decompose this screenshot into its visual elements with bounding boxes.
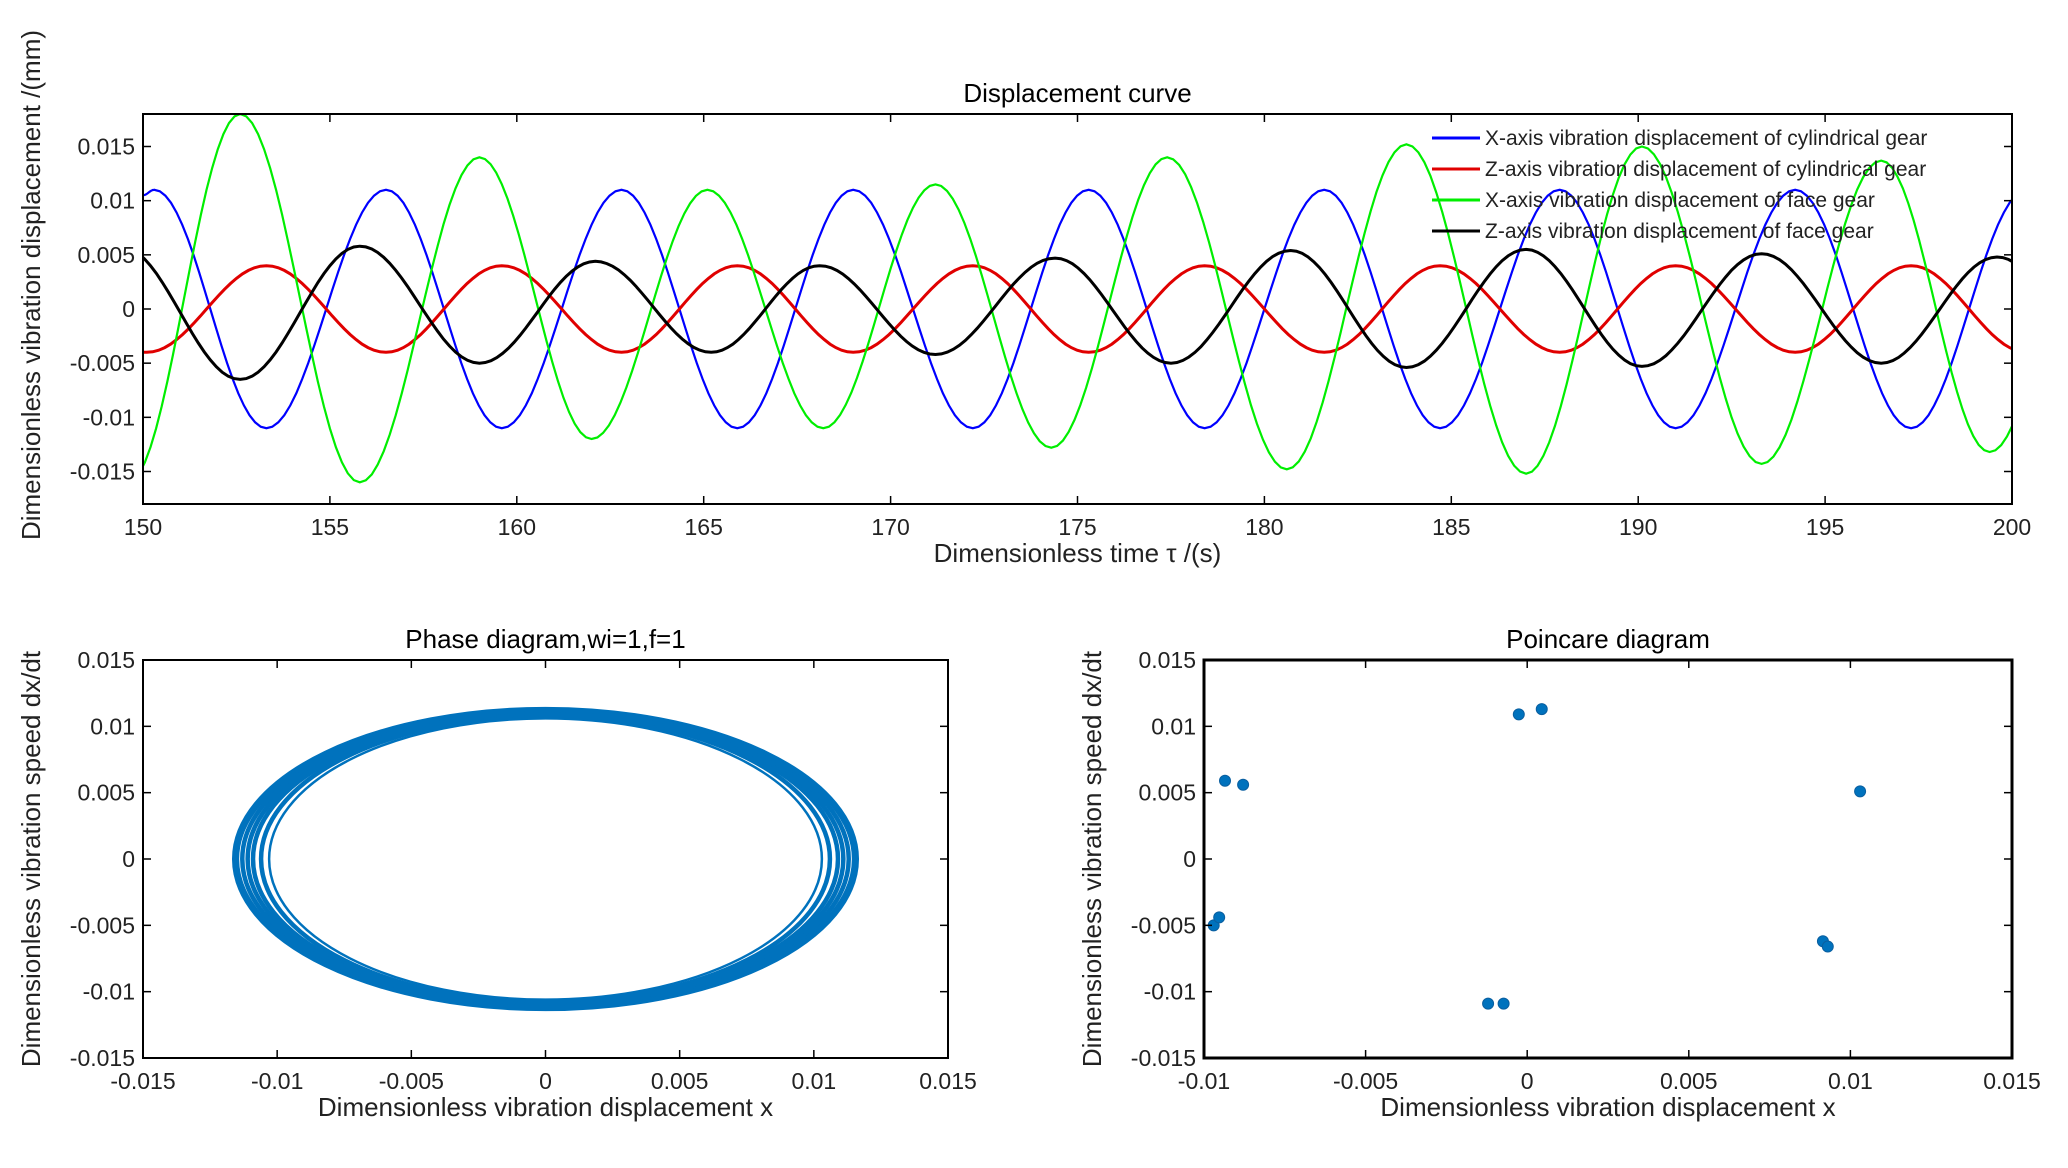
series-line-1 [143, 264, 2012, 354]
x-tick-label: 190 [1619, 514, 1657, 540]
x-axis-label: Dimensionless time τ /(s) [934, 538, 1222, 568]
y-tick-label: -0.005 [70, 912, 135, 938]
legend-label: Z-axis vibration displacement of face ge… [1485, 220, 1874, 243]
poincare-point [1219, 774, 1232, 787]
series-line-2 [143, 114, 2012, 484]
x-tick-label: 0.005 [651, 1068, 709, 1094]
legend: X-axis vibration displacement of cylindr… [1432, 127, 1927, 243]
plot-1: Phase diagram,wi=1,f=1 Dimensionless vibr… [16, 624, 977, 1122]
poincare-point [1854, 785, 1867, 798]
legend-label: X-axis vibration displacement of face ge… [1485, 189, 1875, 212]
x-tick-label: -0.005 [379, 1068, 444, 1094]
chart-title: Phase diagram,wi=1,f=1 [405, 624, 685, 654]
x-tick-label: 0.005 [1660, 1068, 1718, 1094]
x-axis-label: Dimensionless vibration displacement x [1380, 1092, 1835, 1122]
y-tick-label: 0 [122, 846, 135, 872]
y-tick-label: 0.005 [77, 780, 135, 806]
y-axis-label: Dimensionless vibration speed dx/dt [1077, 650, 1107, 1067]
y-tick-label: -0.01 [83, 404, 135, 430]
poincare-point [1482, 997, 1495, 1010]
poincare-point [1237, 778, 1250, 791]
chart-title: Displacement curve [963, 78, 1191, 108]
phase-orbit [231, 706, 860, 1012]
x-tick-label: 0.01 [791, 1068, 836, 1094]
y-tick-label: -0.015 [70, 459, 135, 485]
x-tick-label: 180 [1245, 514, 1283, 540]
x-tick-label: 200 [1993, 514, 2031, 540]
x-tick-label: 160 [498, 514, 536, 540]
y-tick-label: 0.015 [77, 647, 135, 673]
plot-2: Poincare diagram Dimensionless vibration … [1077, 624, 2041, 1122]
y-tick-label: -0.015 [1131, 1045, 1196, 1071]
y-tick-label: -0.005 [70, 350, 135, 376]
phase-orbit [258, 713, 833, 1005]
y-tick-label: -0.005 [1131, 912, 1196, 938]
y-axis-label: Dimensionless vibration speed dx/dt [16, 650, 46, 1067]
x-tick-label: -0.01 [251, 1068, 303, 1094]
x-axis-label: Dimensionless vibration displacement x [318, 1092, 773, 1122]
x-tick-label: 155 [311, 514, 349, 540]
x-tick-label: 0.01 [1828, 1068, 1873, 1094]
legend-label: X-axis vibration displacement of cylindr… [1485, 127, 1927, 150]
axes-frame [142, 659, 949, 1059]
y-axis-label: Dimensionless vibration displacement /(m… [16, 30, 46, 540]
phase-orbit [245, 710, 846, 1008]
x-tick-label: 0.015 [1983, 1068, 2041, 1094]
poincare-point [1213, 911, 1226, 924]
x-tick-label: 195 [1806, 514, 1844, 540]
data-layer [1207, 703, 1867, 1010]
y-tick-label: 0.01 [90, 188, 135, 214]
x-tick-label: 150 [124, 514, 162, 540]
y-tick-label: 0.005 [1138, 780, 1196, 806]
axes-frame [1202, 658, 2014, 1060]
poincare-point [1821, 940, 1834, 953]
legend-label: Z-axis vibration displacement of cylindr… [1485, 158, 1926, 181]
x-tick-label: 0 [1521, 1068, 1534, 1094]
phase-orbit [250, 712, 841, 1006]
poincare-point [1497, 997, 1510, 1010]
series-line-3 [143, 244, 2012, 381]
phase-orbit [267, 717, 824, 1001]
plot-0: Displacement curve Dimensionless time τ /… [16, 30, 2031, 568]
y-tick-label: 0.01 [90, 713, 135, 739]
x-tick-label: 175 [1058, 514, 1096, 540]
data-layer [231, 706, 860, 1012]
y-tick-label: -0.015 [70, 1045, 135, 1071]
axes-frame [142, 113, 2013, 505]
poincare-point [1512, 708, 1525, 721]
x-tick-label: -0.005 [1333, 1068, 1398, 1094]
x-tick-label: -0.015 [110, 1068, 175, 1094]
x-tick-label: 185 [1432, 514, 1470, 540]
phase-orbit [234, 708, 857, 1010]
x-tick-label: 0.015 [919, 1068, 977, 1094]
y-tick-label: 0 [1183, 846, 1196, 872]
y-tick-label: 0.015 [1138, 647, 1196, 673]
x-tick-label: -0.01 [1178, 1068, 1230, 1094]
phase-orbit [240, 709, 851, 1009]
y-tick-label: -0.01 [1144, 979, 1196, 1005]
y-tick-label: 0.015 [77, 134, 135, 160]
x-tick-label: 165 [685, 514, 723, 540]
y-tick-label: 0 [122, 296, 135, 322]
x-tick-label: 170 [871, 514, 909, 540]
y-tick-label: 0.005 [77, 242, 135, 268]
data-layer [143, 114, 2012, 484]
poincare-point [1535, 703, 1548, 716]
y-tick-label: 0.01 [1151, 713, 1196, 739]
y-tick-label: -0.01 [83, 979, 135, 1005]
x-tick-label: 0 [539, 1068, 552, 1094]
chart-title: Poincare diagram [1506, 624, 1710, 654]
